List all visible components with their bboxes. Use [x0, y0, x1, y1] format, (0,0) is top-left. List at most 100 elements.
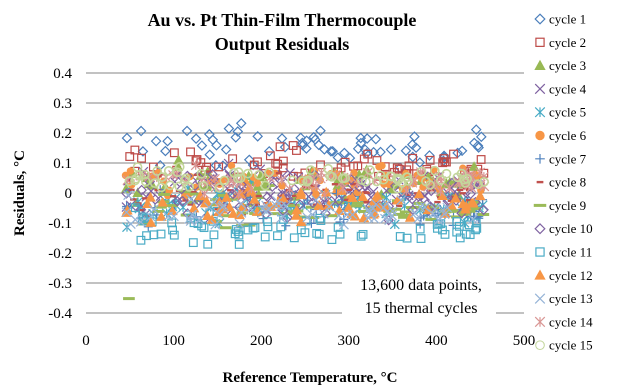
data-point — [475, 131, 487, 143]
data-point — [121, 207, 132, 218]
annotation-box: 13,600 data points, 15 thermal cycles — [342, 268, 496, 320]
legend-label: cycle 8 — [549, 175, 586, 190]
legend-marker — [535, 130, 545, 141]
y-tick-label: 0 — [65, 186, 73, 202]
data-point — [474, 190, 486, 201]
data-point — [393, 212, 405, 216]
data-point — [438, 225, 447, 235]
data-point — [125, 152, 135, 161]
data-point — [350, 169, 358, 177]
data-point — [210, 160, 222, 171]
legend-item: cycle 8 — [536, 175, 586, 190]
data-point — [209, 230, 219, 240]
legend-item: cycle 13 — [534, 291, 593, 306]
data-point — [363, 149, 373, 159]
legend-marker — [534, 293, 546, 304]
data-point — [363, 206, 376, 210]
data-point — [236, 207, 247, 218]
data-point — [196, 158, 206, 168]
data-point — [470, 124, 482, 135]
data-point — [148, 204, 159, 215]
data-point — [260, 232, 270, 242]
data-point — [381, 198, 392, 209]
data-point — [140, 176, 151, 187]
data-point — [234, 240, 244, 249]
data-point — [416, 234, 426, 243]
y-axis-label: Residuals, °C — [12, 150, 28, 236]
legend-item: cycle 4 — [534, 81, 587, 96]
data-point — [479, 177, 489, 187]
legend-item: cycle 1 — [534, 12, 586, 27]
data-point — [367, 203, 378, 214]
data-point — [415, 202, 426, 212]
data-point — [294, 199, 306, 210]
data-point — [211, 139, 222, 151]
data-point — [141, 213, 151, 223]
data-point — [221, 192, 232, 202]
legend-item: cycle 11 — [535, 245, 592, 260]
data-point — [275, 172, 283, 175]
data-point — [240, 188, 247, 192]
x-tick-label: 500 — [513, 333, 536, 349]
data-point — [338, 183, 348, 194]
data-point — [156, 211, 167, 221]
data-point — [441, 168, 452, 179]
data-point — [365, 165, 375, 175]
data-point — [283, 197, 290, 201]
data-point — [320, 204, 327, 208]
data-point — [214, 183, 225, 193]
data-point — [357, 191, 369, 201]
data-point — [309, 184, 317, 187]
data-point — [243, 225, 253, 235]
data-point — [327, 235, 337, 245]
data-point — [437, 204, 448, 215]
data-point — [121, 188, 132, 199]
data-point — [400, 145, 412, 157]
legend-item: cycle 3 — [534, 58, 586, 73]
data-point — [273, 159, 283, 169]
data-point — [189, 190, 197, 194]
data-point — [130, 203, 140, 213]
data-point — [210, 219, 221, 230]
data-point — [430, 207, 438, 211]
y-tick-label: -0.2 — [48, 246, 72, 262]
data-point — [166, 204, 178, 208]
data-point — [475, 167, 486, 178]
data-point — [130, 145, 140, 155]
data-point — [385, 144, 397, 155]
data-point — [319, 190, 330, 201]
data-point — [223, 123, 235, 134]
data-point — [370, 133, 382, 145]
legend-item: cycle 7 — [535, 151, 587, 166]
annotation-line-1: 13,600 data points, — [360, 277, 482, 294]
data-point — [467, 214, 478, 225]
data-point — [171, 195, 183, 207]
data-point — [444, 183, 455, 193]
data-point — [170, 195, 177, 198]
data-point — [399, 210, 412, 214]
data-point — [452, 172, 463, 183]
data-point — [130, 214, 141, 225]
legend-marker — [535, 247, 545, 257]
legend-label: cycle 1 — [549, 12, 586, 27]
data-point — [236, 211, 249, 215]
data-point — [401, 186, 412, 197]
data-point — [184, 213, 195, 224]
series-11 — [130, 203, 482, 249]
data-point — [186, 147, 195, 157]
data-point — [230, 132, 242, 143]
legend-marker — [534, 223, 546, 235]
data-point — [142, 197, 149, 200]
data-point — [174, 181, 185, 192]
data-point — [204, 128, 215, 140]
data-point — [460, 177, 471, 188]
data-point — [396, 195, 407, 206]
data-point — [136, 235, 146, 245]
data-point — [140, 216, 150, 226]
data-point — [160, 145, 171, 157]
data-point — [423, 181, 434, 192]
data-point — [314, 229, 324, 239]
data-point — [324, 201, 335, 212]
data-point — [344, 198, 351, 202]
data-point — [327, 171, 337, 182]
